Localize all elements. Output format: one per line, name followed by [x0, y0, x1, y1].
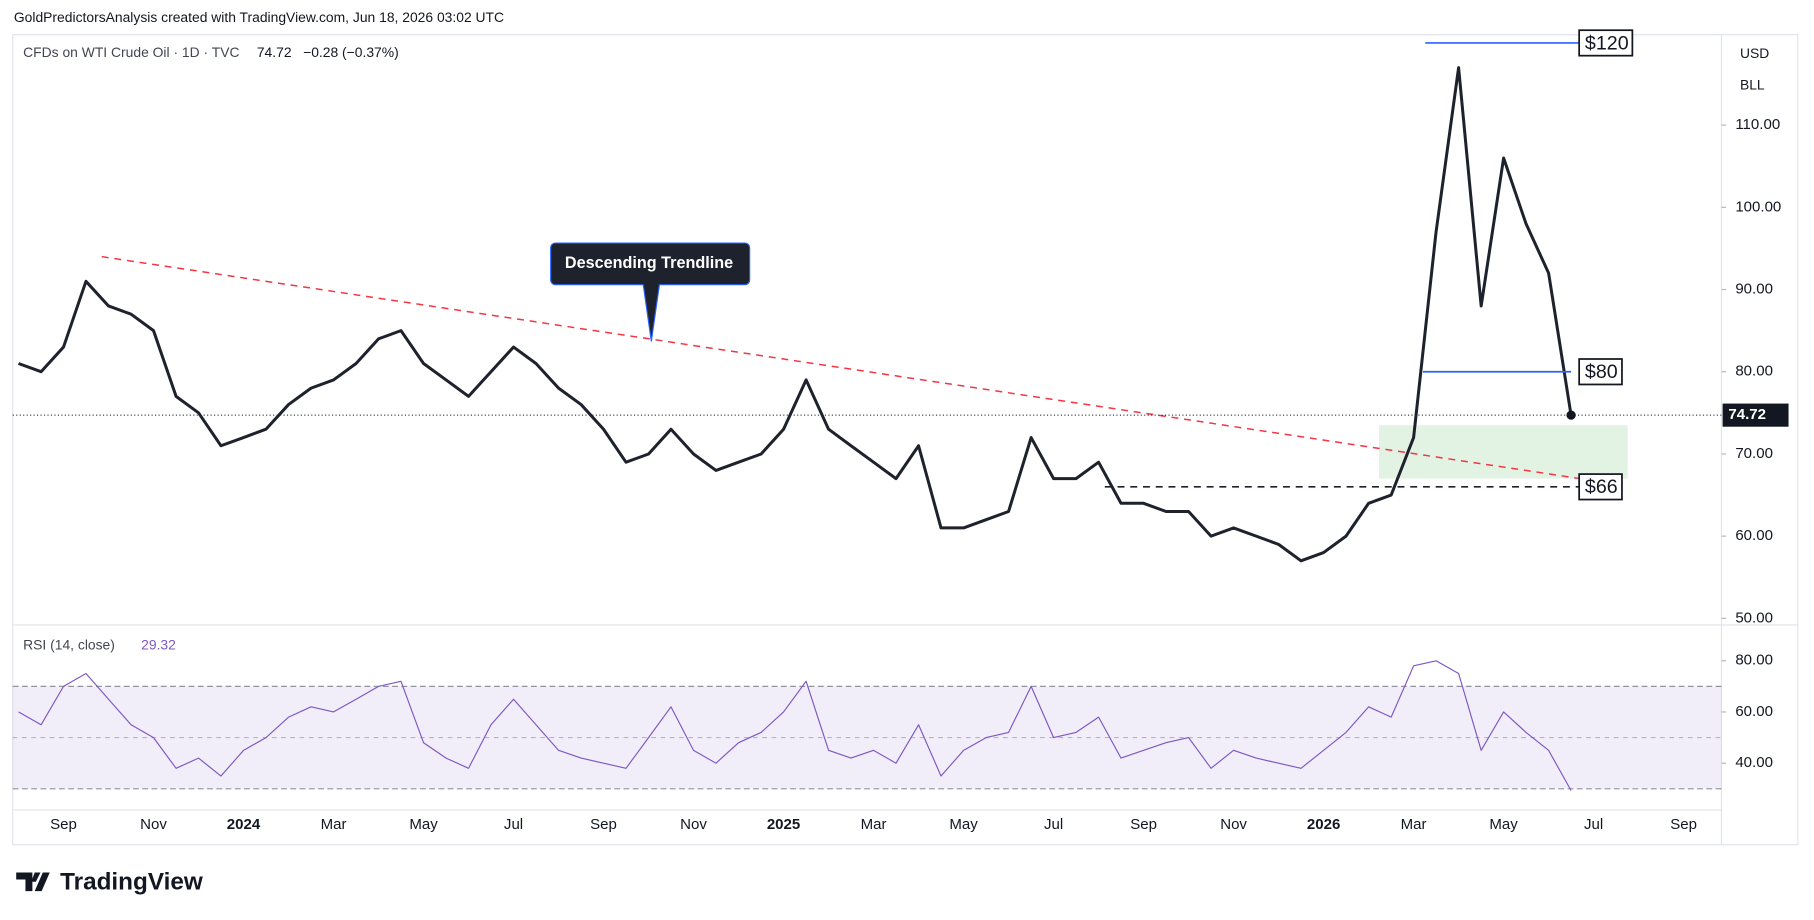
x-tick-label: 2024: [227, 816, 261, 833]
level-box: [1578, 473, 1623, 501]
y-tick-label: 70.00: [1735, 445, 1773, 462]
x-tick-label: Sep: [1670, 816, 1697, 833]
x-tick-label: Nov: [140, 816, 167, 833]
level-label: $66: [1585, 476, 1618, 498]
frame: [12, 34, 1799, 846]
x-tick-label: Jul: [504, 816, 523, 833]
y-tick-label: 80.00: [1735, 363, 1773, 380]
x-tick-label: Sep: [590, 816, 617, 833]
x-tick-label: May: [1489, 816, 1518, 833]
x-tick-label: Mar: [861, 816, 887, 833]
x-tick-label: Sep: [50, 816, 77, 833]
last-price-box: [1722, 403, 1789, 427]
level-label: $80: [1585, 361, 1618, 383]
x-tick-label: Sep: [1130, 816, 1157, 833]
y-tick-label: 100.00: [1735, 198, 1781, 215]
logo-mark: [16, 872, 50, 892]
x-tick-label: 2025: [767, 816, 800, 833]
rsi-title: RSI (14, close): [23, 636, 115, 652]
x-tick-label: Jul: [1044, 816, 1063, 833]
y-tick-label: 90.00: [1735, 281, 1773, 298]
level-box: [1578, 358, 1623, 386]
unit: BLL: [1740, 76, 1765, 92]
y-tick-label: 60.00: [1735, 703, 1773, 720]
x-tick-label: Nov: [1220, 816, 1247, 833]
y-tick-label: 40.00: [1735, 754, 1773, 771]
rsi-line: [18, 660, 1572, 791]
price-line: [17, 66, 1573, 563]
chart-title: CFDs on WTI Crude Oil · 1D · TVC: [23, 44, 239, 60]
last-point: [1566, 410, 1576, 420]
x-tick-label: Mar: [1401, 816, 1427, 833]
level-box: [1578, 29, 1634, 57]
y-tick-label: 50.00: [1735, 609, 1773, 626]
logo-text: TradingView: [60, 868, 203, 895]
logo: TradingView: [16, 868, 203, 895]
x-tick-label: May: [949, 816, 978, 833]
rsi-last: 29.32: [141, 636, 176, 652]
y-tick-label: 110.00: [1735, 116, 1780, 133]
annotation-box: [550, 242, 751, 342]
currency: USD: [1740, 45, 1769, 61]
x-tick-label: May: [409, 816, 438, 833]
annotation-text: Descending Trendline: [565, 254, 733, 272]
header-last: 74.72: [257, 44, 292, 60]
x-tick-label: Nov: [680, 816, 707, 833]
x-tick-label: 2026: [1307, 816, 1340, 833]
header-change: −0.28 (−0.37%): [303, 44, 399, 60]
last-price-label: 74.72: [1728, 406, 1766, 423]
zone: [1379, 425, 1628, 479]
x-tick-label: Mar: [321, 816, 347, 833]
y-tick-label: 60.00: [1735, 527, 1773, 544]
credit: GoldPredictorsAnalysis created with Trad…: [14, 9, 504, 25]
y-tick-label: 80.00: [1735, 652, 1773, 669]
x-tick-label: Jul: [1584, 816, 1603, 833]
level-label: $120: [1585, 32, 1629, 54]
